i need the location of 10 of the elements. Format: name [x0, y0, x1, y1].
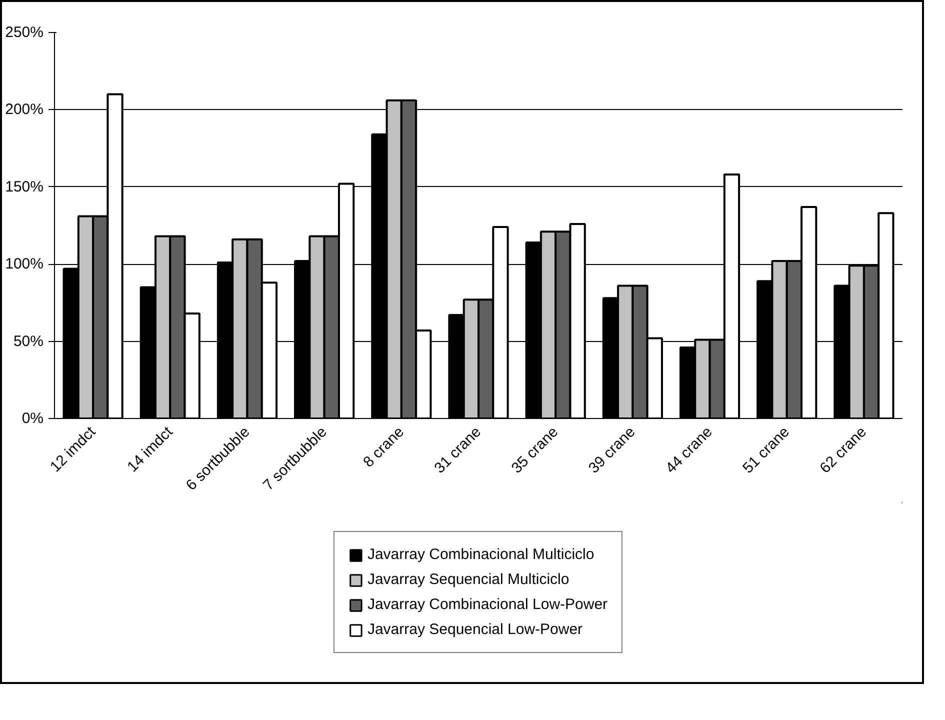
legend-label: Javarray Combinacional Low-Power: [367, 596, 608, 613]
legend-label: Javarray Combinacional Multiciclo: [367, 546, 594, 563]
legend-label: Javarray Sequencial Low-Power: [367, 621, 583, 638]
y-tick-label: 0%: [22, 410, 44, 427]
y-tick-label: 200%: [5, 101, 44, 118]
legend-label: Javarray Sequencial Multiciclo: [367, 571, 570, 588]
y-tick-label: 100%: [5, 256, 44, 273]
y-tick-label: 50%: [13, 332, 44, 350]
y-tick-label: 250%: [5, 24, 44, 41]
y-tick-label: 150%: [5, 178, 44, 196]
